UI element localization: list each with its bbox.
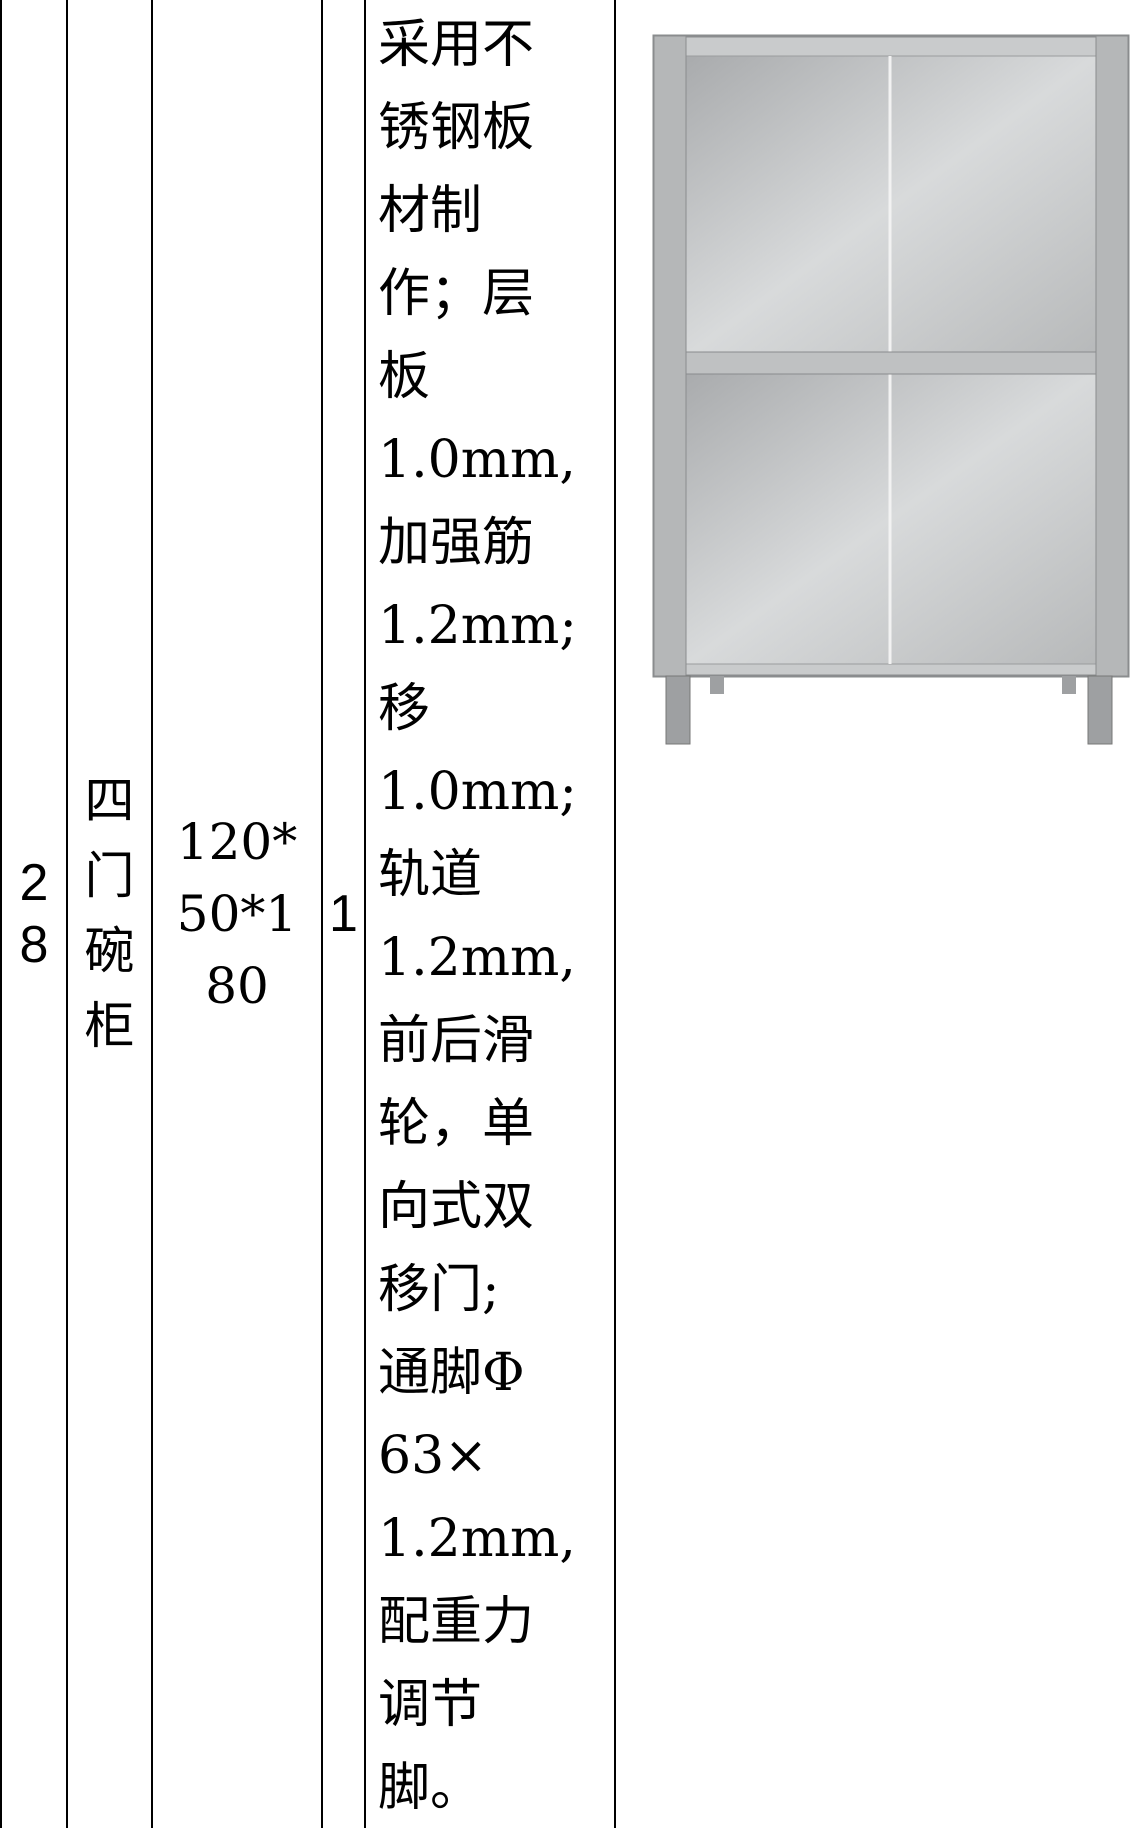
description-line: 采用不	[378, 15, 535, 75]
description-line: 移	[378, 679, 431, 739]
description-line: 轮，单	[378, 1094, 535, 1154]
description-line: 1.2mm;	[378, 596, 577, 656]
item-size: 120*50*180	[176, 813, 298, 1015]
description-line: 板	[378, 347, 431, 407]
description-line: 1.2mm,	[378, 1509, 576, 1569]
cell-border	[66, 0, 68, 1828]
description-line: 锈钢板	[378, 98, 535, 158]
cell-border	[364, 0, 366, 1828]
quantity: 1	[329, 885, 358, 943]
description-line: 作；层	[378, 264, 535, 324]
cell-border	[614, 0, 616, 1828]
cell-border	[151, 0, 153, 1828]
index: 28	[19, 854, 49, 974]
description-line: 向式双	[378, 1177, 535, 1237]
description-line: 1.0mm,	[378, 430, 576, 490]
cell-border	[321, 0, 323, 1828]
qty-cell: 1	[323, 0, 364, 1828]
description-line: 配重力	[378, 1592, 535, 1652]
name-cell: 四门碗柜	[68, 0, 151, 1828]
size-cell: 120*50*180	[153, 0, 321, 1828]
description-line: 移门;	[378, 1260, 500, 1320]
description-line: 1.0mm;	[378, 762, 577, 822]
description-line: 调节	[378, 1675, 483, 1735]
description-line: 前后滑	[378, 1011, 535, 1071]
description-line: 加强筋	[378, 513, 535, 573]
description-line: 脚。	[378, 1758, 483, 1818]
description-line: 63×	[378, 1426, 488, 1486]
description-line: 轨道	[378, 845, 483, 905]
description-line: 1.2mm,	[378, 928, 576, 988]
description-line: 材制	[378, 181, 483, 241]
item-name: 四门碗柜	[84, 772, 135, 1055]
description-line: 通脚Φ	[378, 1343, 525, 1403]
index-cell: 28	[2, 0, 66, 1828]
cell-border	[0, 0, 2, 1828]
product-image	[652, 34, 1130, 745]
description: 采用不锈钢板材制作；层板 1.0mm, 加强筋 1.2mm; 移 1.0mm; 轨道 1.2m…	[378, 4, 608, 1828]
